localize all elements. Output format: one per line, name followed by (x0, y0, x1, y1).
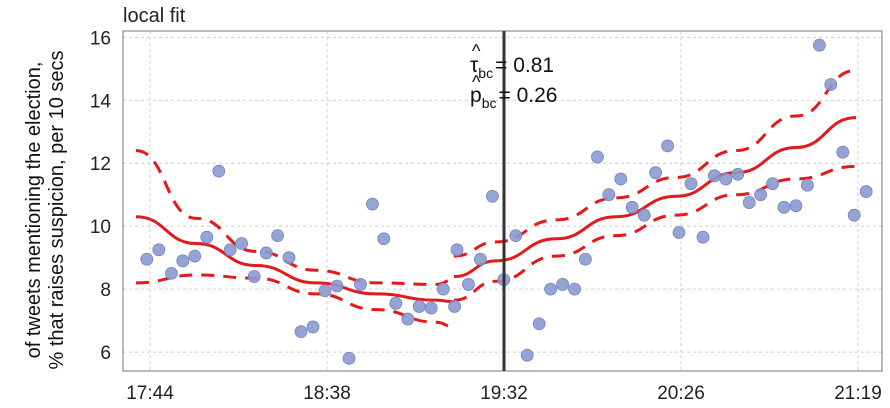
p-symbol: p (470, 84, 482, 107)
data-point (661, 139, 674, 153)
data-point (271, 229, 285, 243)
data-point (473, 252, 487, 266)
fit-line-right (453, 116, 857, 279)
p-subscript: bc (482, 95, 497, 111)
data-point (520, 348, 534, 362)
y-tick-label: 14 (90, 91, 112, 112)
data-point (708, 169, 721, 183)
data-point (188, 249, 202, 263)
ci-upper-right (453, 68, 857, 258)
data-point (448, 300, 462, 313)
data-point (412, 300, 426, 313)
data-points (140, 38, 873, 365)
y-tick-label: 8 (100, 280, 111, 301)
p-value: = 0.26 (498, 84, 557, 107)
data-point (450, 243, 464, 257)
data-point (591, 150, 604, 164)
data-point (836, 145, 850, 159)
fit-lines (135, 68, 857, 329)
tau-symbol: τ (470, 54, 479, 77)
data-point (212, 164, 226, 178)
data-point (377, 232, 391, 246)
data-point (532, 317, 546, 331)
data-point (847, 208, 861, 222)
data-point (235, 237, 249, 250)
data-point (509, 229, 523, 243)
y-tick-label: 10 (90, 217, 111, 238)
data-point (777, 200, 791, 214)
data-point (544, 282, 557, 296)
data-point (789, 199, 803, 213)
axis-ticks: 17:44 18:38 19:32 20:26 21:19 6 8 10 12 14 16 (90, 28, 882, 404)
data-point (365, 197, 379, 211)
data-point (684, 177, 698, 191)
data-point (813, 38, 826, 52)
p-hat: ^ (472, 72, 481, 92)
data-point (602, 188, 616, 202)
data-point (579, 252, 592, 266)
data-point (754, 188, 767, 202)
x-tick-label: 17:44 (126, 383, 174, 404)
data-point (568, 282, 581, 296)
data-point (824, 78, 838, 91)
data-point (294, 325, 308, 339)
x-tick-label: 21:19 (834, 383, 882, 404)
y-axis-label-line-1: of tweets mentioning the election, (23, 62, 45, 359)
data-point (247, 270, 261, 283)
ci-lower-left (135, 273, 455, 329)
svg-text:τbc= 0.81: τbc= 0.81 (470, 54, 554, 81)
data-point (389, 296, 403, 310)
data-point (485, 189, 499, 203)
data-point (200, 230, 214, 244)
data-point (731, 167, 745, 181)
data-point (282, 251, 296, 265)
data-point (223, 243, 237, 257)
data-point (742, 196, 756, 209)
x-tick-label: 20:26 (657, 383, 705, 404)
fit-line-left (135, 215, 455, 304)
data-point (176, 254, 190, 268)
ci-lower-right (453, 164, 857, 302)
data-point (342, 352, 356, 365)
y-tick-label: 12 (90, 154, 111, 175)
data-point (140, 252, 154, 266)
data-point (259, 246, 273, 260)
x-tick-label: 19:32 (480, 383, 528, 404)
data-point (637, 208, 651, 222)
y-tick-label: 16 (90, 28, 111, 49)
data-point (318, 284, 332, 298)
data-point (766, 177, 779, 191)
data-point (649, 166, 662, 180)
data-point (556, 278, 569, 291)
data-point (424, 301, 438, 315)
x-tick-label: 18:38 (303, 383, 351, 404)
annotation-tau: τbc= 0.81 ^ (470, 41, 554, 81)
svg-text:pbc= 0.26: pbc= 0.26 (470, 84, 557, 111)
y-axis-label-line-2: % that raises suspicion, per 10 secs (46, 50, 68, 369)
data-point (164, 267, 178, 280)
data-point (696, 230, 710, 244)
tau-subscript: bc (478, 65, 493, 81)
data-point (436, 282, 450, 296)
y-tick-label: 6 (100, 343, 111, 364)
data-point (330, 279, 344, 293)
data-point (719, 172, 733, 186)
data-point (801, 178, 814, 192)
annotation-p: pbc= 0.26 ^ (470, 72, 557, 111)
data-point (152, 243, 166, 257)
data-point (401, 312, 415, 326)
data-point (625, 200, 639, 214)
tau-value: = 0.81 (495, 54, 554, 77)
data-point (672, 226, 686, 239)
data-point (614, 172, 628, 186)
data-point (859, 185, 873, 198)
tau-hat: ^ (472, 41, 481, 61)
data-point (353, 278, 367, 291)
data-point (306, 320, 320, 334)
chart-title: local fit (123, 5, 186, 27)
data-point (461, 278, 475, 291)
